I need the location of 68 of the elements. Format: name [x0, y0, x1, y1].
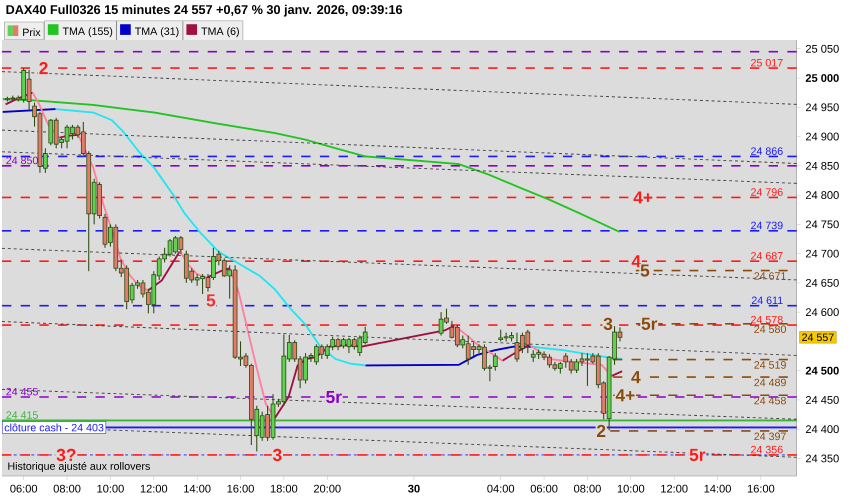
- x-tick-label: 30: [408, 484, 420, 493]
- annotation: 24 580: [754, 325, 786, 333]
- ref-line-label: 24 687: [751, 252, 783, 260]
- annotation: 3?: [56, 448, 76, 462]
- annotation: 24 455: [6, 388, 38, 396]
- y-tick-label: 24 850: [806, 162, 839, 170]
- ref-line-label: 24 356: [751, 446, 783, 454]
- legend-label: TMA (6): [201, 27, 239, 38]
- ref-line-label: 24 739: [751, 222, 783, 230]
- annotation: 24 458: [754, 396, 786, 404]
- x-tick-label: 06:00: [10, 484, 38, 493]
- x-tick-label: 08:00: [574, 484, 601, 493]
- annotation: 5r: [690, 448, 706, 461]
- x-tick-label: 20:00: [314, 484, 341, 493]
- annotation: 24 415: [6, 411, 38, 419]
- x-tick-label: 10:00: [97, 484, 124, 493]
- annotation: 24 671: [754, 272, 786, 280]
- annotation: 4+: [616, 389, 635, 402]
- annotation: Historique ajusté aux rollovers: [8, 462, 150, 472]
- x-tick-label: 12:00: [140, 484, 168, 493]
- x-tick-label: 14:00: [704, 484, 731, 493]
- y-tick-label: 24 600: [806, 308, 839, 316]
- annotation: 4+: [633, 191, 652, 204]
- annotation: 5r: [326, 390, 342, 404]
- y-tick-label: 24 650: [806, 278, 839, 287]
- annotation: 3: [272, 448, 282, 462]
- annotation: 24 489: [754, 378, 786, 386]
- legend-label: TMA (155): [62, 27, 112, 38]
- x-tick-label: 16:00: [228, 484, 254, 493]
- annotation: 3: [604, 318, 612, 330]
- annotation: 24 397: [754, 432, 786, 440]
- ref-line-label: 25 017: [751, 58, 783, 66]
- annotation: 5: [206, 294, 216, 306]
- annotation: 4: [632, 255, 641, 268]
- legend-label: TMA (31): [134, 27, 179, 38]
- chart-title: DAX40 Full0326 15 minutes 24 557 +0,67 % 30 janv. 2026, 09:39:16: [6, 4, 402, 17]
- annotation: 2: [596, 424, 606, 437]
- y-tick-label: 24 950: [806, 103, 839, 112]
- annotation: 5: [640, 264, 650, 277]
- annotation: 24 519: [754, 361, 786, 369]
- ref-line-label: 24 796: [751, 188, 783, 196]
- y-tick-label: 25 050: [806, 44, 839, 53]
- y-tick-label: 24 700: [806, 250, 839, 258]
- x-tick-label: 14:00: [184, 484, 211, 493]
- ref-line-label: 24 866: [751, 147, 783, 155]
- ref-line-label: 24 611: [752, 296, 783, 304]
- y-tick-label: 25 000: [806, 74, 839, 82]
- y-tick-label: 24 800: [806, 191, 839, 200]
- x-tick-label: 04:00: [487, 484, 514, 493]
- y-tick-label: 24 900: [806, 132, 839, 140]
- x-tick-label: 18:00: [270, 484, 298, 493]
- x-tick-label: 10:00: [618, 484, 644, 493]
- x-tick-label: 08:00: [54, 484, 80, 493]
- y-tick-label: 24 750: [806, 220, 839, 228]
- y-tick-label: 24 400: [806, 425, 839, 434]
- annotation: 2: [39, 62, 48, 74]
- annotation: 24 557: [802, 334, 834, 342]
- x-tick-label: 16:00: [748, 484, 774, 493]
- y-tick-label: 24 350: [806, 454, 839, 462]
- y-tick-label: 24 450: [806, 396, 839, 404]
- x-tick-label: 06:00: [530, 484, 558, 493]
- y-tick-label: 24 500: [806, 366, 839, 375]
- annotation: clôture cash - 24 403: [4, 424, 104, 432]
- annotation: 4: [631, 371, 641, 384]
- x-tick-label: 12:00: [661, 484, 688, 493]
- legend-label: Prix: [23, 28, 41, 36]
- annotation: 5r: [642, 318, 658, 330]
- ref-line-label: 24 578: [751, 316, 783, 324]
